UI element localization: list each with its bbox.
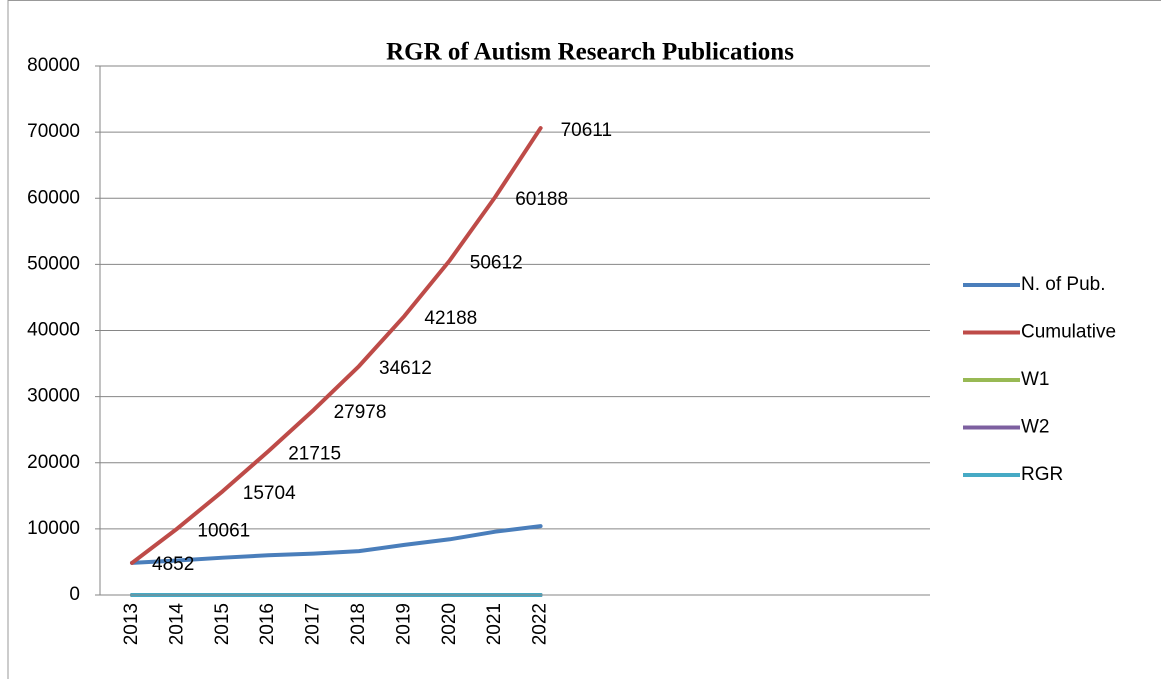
x-tick-label: 2015 bbox=[212, 603, 233, 645]
series-line bbox=[130, 126, 543, 565]
legend-label: W1 bbox=[1021, 369, 1050, 390]
y-tick-label: 40000 bbox=[27, 320, 80, 341]
x-tick-label: 2022 bbox=[530, 603, 551, 645]
data-label: 50612 bbox=[470, 252, 523, 273]
y-tick-label: 70000 bbox=[27, 121, 80, 142]
data-label: 4852 bbox=[152, 554, 194, 575]
x-tick-label: 2019 bbox=[393, 603, 414, 645]
y-tick-label: 0 bbox=[69, 584, 80, 605]
legend-label: N. of Pub. bbox=[1021, 274, 1106, 295]
x-tick-label: 2013 bbox=[121, 603, 142, 645]
y-tick-label: 20000 bbox=[27, 452, 80, 473]
data-label: 34612 bbox=[379, 358, 432, 379]
y-tick-label: 80000 bbox=[27, 55, 80, 76]
y-tick-label: 50000 bbox=[27, 253, 80, 274]
x-tick-label: 2020 bbox=[439, 603, 460, 645]
x-tick-label: 2016 bbox=[257, 603, 278, 645]
data-label: 21715 bbox=[288, 443, 341, 464]
data-label: 70611 bbox=[561, 120, 612, 141]
data-label: 60188 bbox=[515, 189, 568, 210]
legend-label: W2 bbox=[1021, 417, 1050, 438]
y-tick-label: 30000 bbox=[27, 386, 80, 407]
data-label: 15704 bbox=[243, 483, 296, 504]
y-tick-label: 60000 bbox=[27, 187, 80, 208]
data-label: 27978 bbox=[334, 402, 387, 423]
x-tick-label: 2014 bbox=[166, 603, 187, 646]
x-tick-label: 2018 bbox=[348, 603, 369, 645]
series-line bbox=[130, 524, 543, 565]
chart-title: RGR of Autism Research Publications bbox=[386, 39, 794, 66]
data-label: 42188 bbox=[424, 308, 477, 329]
data-label: 10061 bbox=[197, 520, 250, 541]
legend-label: RGR bbox=[1021, 464, 1063, 485]
x-tick-label: 2017 bbox=[303, 603, 324, 645]
legend-label: Cumulative bbox=[1021, 322, 1116, 343]
y-tick-label: 10000 bbox=[27, 518, 80, 539]
x-tick-label: 2021 bbox=[484, 603, 505, 645]
